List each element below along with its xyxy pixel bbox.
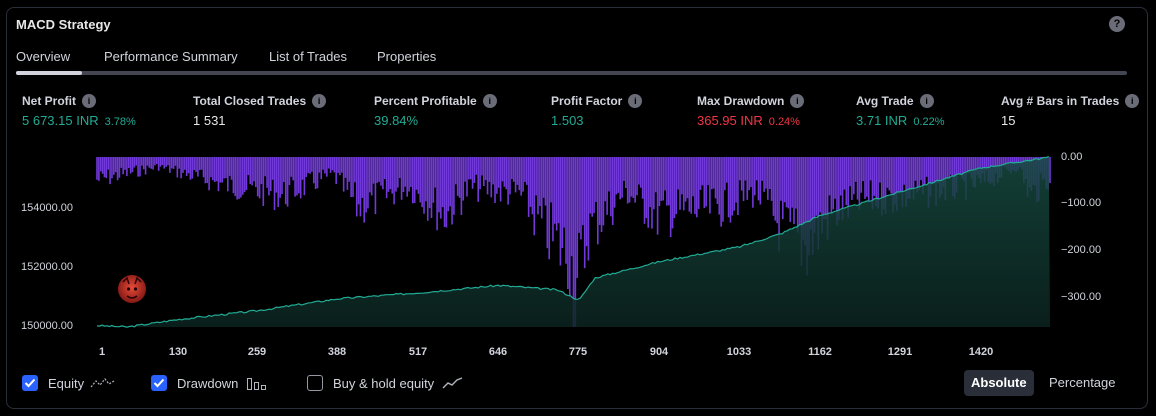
legend-drawdown[interactable]: Drawdown: [151, 373, 268, 393]
metric-percent: 0.22%: [913, 116, 945, 128]
metric-label: Net Profit: [22, 94, 76, 108]
metric-percent: 0.24%: [768, 116, 800, 128]
metric-label: Total Closed Trades: [193, 94, 307, 108]
metric-avg-bars: Avg # Bars in Trades i 15: [1001, 94, 1140, 128]
x-axis-tick: 517: [408, 346, 428, 358]
metric-value: 365.95 INR: [697, 113, 763, 128]
metric-value: 1 531: [193, 113, 226, 128]
buy-hold-checkbox[interactable]: [307, 375, 323, 391]
metric-value: 15: [1001, 113, 1016, 128]
tab-performance-summary[interactable]: Performance Summary: [104, 49, 238, 64]
absolute-toggle[interactable]: Absolute: [964, 370, 1034, 396]
metric-percent: 3.78%: [104, 116, 136, 128]
info-icon[interactable]: i: [312, 94, 327, 108]
left-axis-tick: 150000.00: [21, 320, 73, 332]
metric-max-drawdown: Max Drawdown i 365.95 INR 0.24%: [697, 94, 805, 128]
legend-label: Equity: [48, 375, 85, 391]
metric-label: Avg Trade: [856, 94, 914, 108]
x-axis-tick: 259: [247, 346, 267, 358]
info-icon[interactable]: i: [482, 94, 497, 108]
metric-value: 39.84%: [374, 113, 419, 128]
buy-hold-line-icon: [442, 377, 463, 389]
metric-net-profit: Net Profit i 5 673.15 INR 3.78%: [22, 94, 136, 128]
metric-value: 5 673.15 INR: [22, 113, 99, 128]
metric-total-closed-trades: Total Closed Trades i 1 531: [193, 94, 327, 128]
info-icon[interactable]: i: [82, 94, 96, 108]
legend-label: Buy & hold equity: [333, 375, 435, 391]
metric-label: Profit Factor: [551, 94, 623, 108]
metric-value: 1.503: [551, 113, 584, 128]
equity-line-icon: [90, 378, 115, 388]
metric-percent-profitable: Percent Profitable i 39.84%: [374, 94, 497, 128]
left-axis-tick: 154000.00: [21, 202, 73, 214]
info-icon[interactable]: i: [1125, 94, 1140, 108]
x-axis-tick: 1: [98, 346, 106, 358]
equity-line: [96, 155, 1050, 328]
legend-equity[interactable]: Equity: [22, 373, 116, 393]
trade-marker-icon[interactable]: [118, 275, 146, 303]
left-axis-tick: 152000.00: [21, 261, 73, 273]
metric-avg-trade: Avg Trade i 3.71 INR 0.22%: [856, 94, 945, 128]
drawdown-bars-icon: [247, 378, 267, 390]
x-axis-tick: 1420: [968, 346, 994, 358]
drawdown-series: [96, 157, 1051, 327]
drawdown-checkbox[interactable]: [151, 375, 167, 391]
tab-list-of-trades[interactable]: List of Trades: [269, 49, 348, 64]
info-icon[interactable]: i: [790, 94, 805, 108]
legend-buy-hold[interactable]: Buy & hold equity: [307, 373, 464, 393]
legend-label: Drawdown: [177, 375, 239, 391]
metric-value: 3.71 INR: [856, 113, 908, 128]
metric-label: Max Drawdown: [697, 94, 785, 108]
help-icon[interactable]: ?: [1109, 16, 1125, 32]
tab-properties[interactable]: Properties: [377, 49, 437, 64]
metric-label: Avg # Bars in Trades: [1001, 94, 1120, 108]
right-axis-tick: −300.00: [1061, 291, 1102, 303]
right-axis-tick: 0.00: [1061, 151, 1083, 163]
x-axis-tick: 904: [649, 346, 669, 358]
x-axis-tick: 646: [488, 346, 508, 358]
tab-active-indicator: [16, 71, 82, 75]
x-axis-tick: 1291: [887, 346, 913, 358]
tab-overview[interactable]: Overview: [16, 49, 71, 64]
x-axis-tick: 1033: [726, 346, 752, 358]
x-axis-tick: 775: [568, 346, 588, 358]
metric-label: Percent Profitable: [374, 94, 477, 108]
equity-series: [96, 155, 1050, 328]
info-icon[interactable]: i: [628, 94, 643, 108]
percentage-toggle[interactable]: Percentage: [1049, 375, 1116, 390]
tab-underline-track: [16, 71, 1127, 75]
right-axis-tick: −100.00: [1061, 197, 1102, 209]
right-axis-tick: −200.00: [1061, 244, 1102, 256]
x-axis-tick: 130: [168, 346, 188, 358]
equity-area: [97, 156, 1050, 328]
strategy-title: MACD Strategy: [16, 17, 111, 32]
metric-profit-factor: Profit Factor i 1.503: [551, 94, 643, 128]
equity-checkbox[interactable]: [22, 375, 38, 391]
info-icon[interactable]: i: [919, 94, 934, 108]
x-axis-tick: 388: [327, 346, 347, 358]
x-axis-tick: 1162: [808, 346, 832, 358]
